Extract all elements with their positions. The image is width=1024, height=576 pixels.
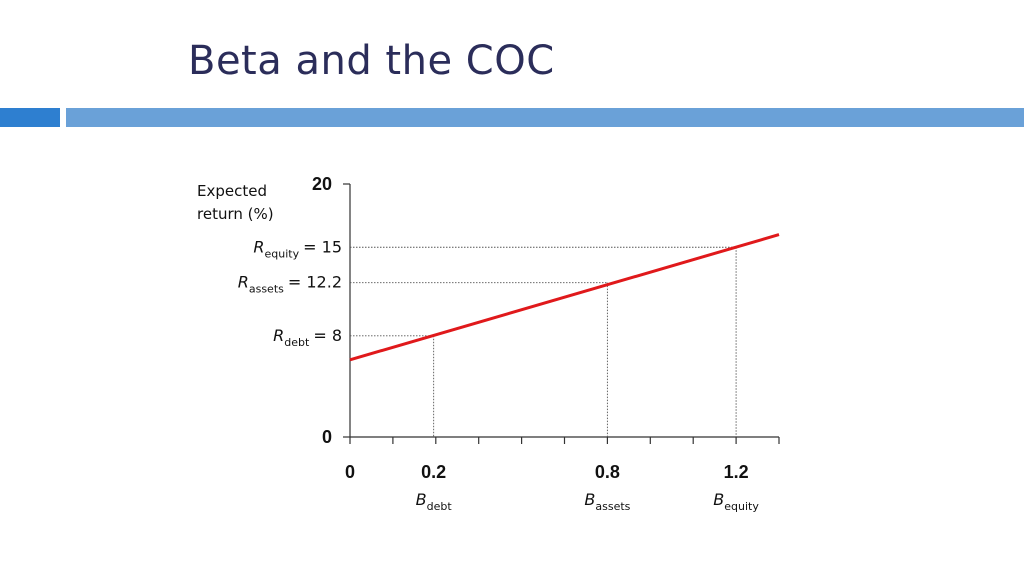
- x-tick-label: 1.2: [724, 462, 749, 482]
- slide-title: Beta and the COC: [188, 38, 555, 84]
- rate-label: Requity = 15: [253, 237, 342, 260]
- rate-symbol: R: [238, 273, 249, 292]
- rate-value: = 8: [313, 326, 342, 345]
- series-line: [349, 233, 780, 362]
- beta-label: Bequity: [713, 490, 759, 513]
- rate-label: Rassets = 12.2: [238, 273, 342, 296]
- beta-subscript: debt: [427, 500, 453, 513]
- title-divider-bar: [66, 108, 1024, 127]
- y-axis-label: return (%): [197, 205, 274, 223]
- title-accent-bar: [0, 108, 60, 127]
- x-tick-label: 0: [345, 462, 355, 482]
- rate-symbol: R: [273, 326, 284, 345]
- rate-value: = 15: [303, 237, 342, 256]
- y-tick-label: 0: [322, 427, 332, 447]
- rate-subscript: equity: [265, 247, 300, 260]
- rate-subscript: debt: [284, 336, 310, 349]
- x-tick-label: 0.8: [595, 462, 620, 482]
- beta-subscript: assets: [595, 500, 630, 513]
- y-tick-label: 20: [312, 174, 332, 194]
- beta-symbol: B: [416, 490, 427, 509]
- beta-label: Bassets: [584, 490, 630, 513]
- beta-symbol: B: [713, 490, 724, 509]
- rate-subscript: assets: [249, 283, 284, 296]
- rate-label: Rdebt = 8: [273, 326, 342, 349]
- y-axis-label: Expected: [197, 182, 267, 200]
- rate-symbol: R: [253, 237, 264, 256]
- x-tick-label: 0.2: [421, 462, 446, 482]
- beta-label: Bdebt: [416, 490, 453, 513]
- rate-value: = 12.2: [288, 273, 342, 292]
- beta-symbol: B: [584, 490, 595, 509]
- beta-subscript: equity: [724, 500, 759, 513]
